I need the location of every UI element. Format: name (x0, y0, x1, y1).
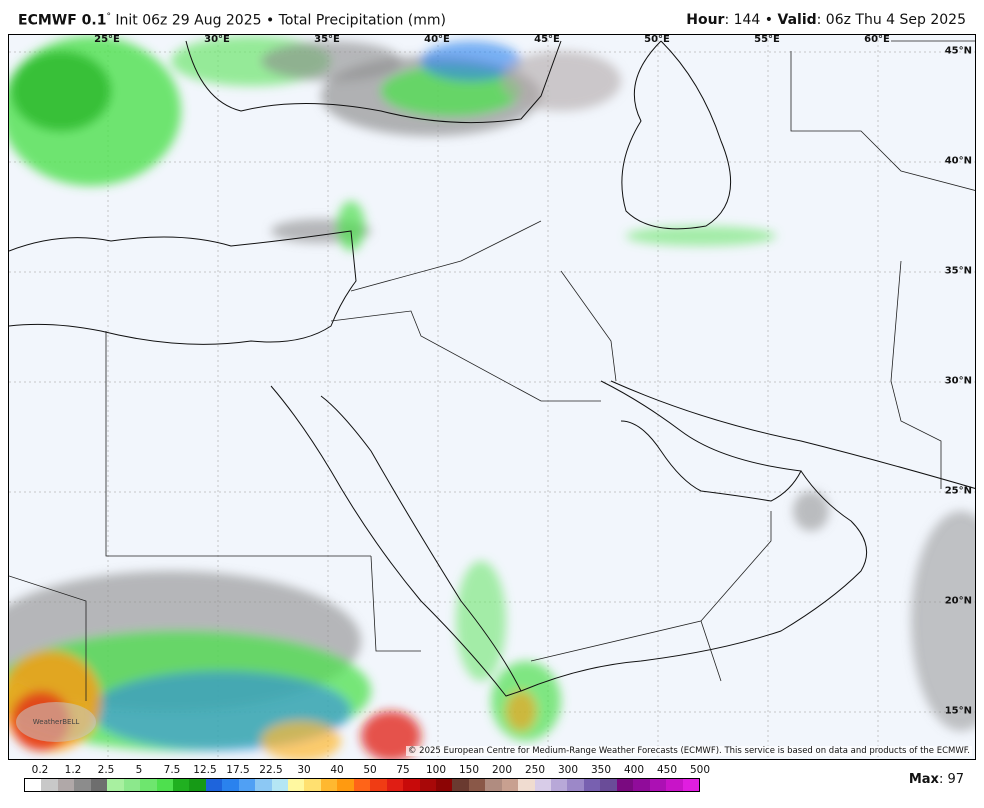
longitude-label: 60°E (864, 34, 890, 45)
colorbar-swatch (485, 779, 502, 791)
colorbar-swatch (90, 779, 108, 791)
colorbar-swatch (189, 779, 206, 791)
latitude-label: 45°N (944, 45, 972, 57)
colorbar-label: 250 (524, 764, 546, 776)
longitude-label: 45°E (534, 34, 560, 45)
colorbar-swatch (666, 779, 683, 791)
colorbar-label: 75 (396, 764, 410, 776)
colorbar-swatch (123, 779, 141, 791)
colorbar-label: 17.5 (226, 764, 250, 776)
colorbar-swatch (468, 779, 486, 791)
colorbar-swatch (435, 779, 453, 791)
colorbar-swatch (353, 779, 371, 791)
model-name: ECMWF 0.1 (18, 12, 107, 29)
colorbar-swatch (57, 779, 75, 791)
colorbar-label: 350 (590, 764, 612, 776)
init-text: Init 06z 29 Aug 2025 • Total Precipitati… (110, 12, 446, 29)
colorbar-label: 0.2 (31, 764, 49, 776)
colorbar-swatch (271, 779, 288, 791)
colorbar-swatch (534, 779, 551, 791)
longitude-label: 25°E (94, 34, 120, 45)
longitude-label: 50°E (644, 34, 670, 45)
latitude-label: 15°N (944, 705, 972, 717)
colorbar-swatch (518, 779, 535, 791)
map-canvas (9, 35, 975, 759)
max-label: Max (908, 772, 939, 787)
max-value: Max: 97 (909, 772, 964, 787)
hour-label: Hour (686, 12, 725, 28)
colorbar-swatch (501, 779, 519, 791)
colorbar-label: 40 (330, 764, 344, 776)
colorbar-label: 300 (557, 764, 579, 776)
weatherbell-logo: WeatherBELL (16, 702, 96, 742)
colorbar-swatch (649, 779, 667, 791)
valid-time: Hour: 144 • Valid: 06z Thu 4 Sep 2025 (686, 12, 966, 28)
map-title: ECMWF 0.1° Init 06z 29 Aug 2025 • Total … (18, 12, 446, 29)
colorbar-label: 5 (135, 764, 143, 776)
colorbar-swatch (156, 779, 173, 791)
hour-value: : 144 • (724, 12, 778, 28)
colorbar-swatch (403, 779, 420, 791)
colorbar-swatch (140, 779, 157, 791)
colorbar-label: 22.5 (259, 764, 283, 776)
valid-value: : 06z Thu 4 Sep 2025 (816, 12, 966, 28)
colorbar-swatch (419, 779, 436, 791)
colorbar-swatch (25, 779, 42, 791)
colorbar-swatch (682, 779, 699, 791)
longitude-label: 35°E (314, 34, 340, 45)
colorbar-swatch (205, 779, 223, 791)
copyright-notice: © 2025 European Centre for Medium-Range … (405, 746, 972, 756)
colorbar-swatch (255, 779, 272, 791)
colorbar-swatch (74, 779, 91, 791)
precipitation-colorbar (24, 778, 700, 792)
colorbar-label: 12.5 (193, 764, 217, 776)
colorbar-swatch (41, 779, 58, 791)
colorbar-swatch (107, 779, 124, 791)
colorbar-swatch (551, 779, 568, 791)
max-number: : 97 (938, 772, 964, 787)
colorbar-swatch (337, 779, 354, 791)
colorbar-swatch (288, 779, 305, 791)
colorbar-label: 50 (363, 764, 377, 776)
colorbar-label: 200 (491, 764, 513, 776)
colorbar-swatch (304, 779, 321, 791)
latitude-label: 20°N (944, 595, 972, 607)
country-borders (9, 40, 975, 701)
colorbar-swatch (600, 779, 617, 791)
latitude-label: 40°N (944, 155, 972, 167)
latitude-label: 30°N (944, 375, 972, 387)
longitude-label: 30°E (204, 34, 230, 45)
colorbar-swatch (567, 779, 584, 791)
longitude-label: 40°E (424, 34, 450, 45)
colorbar-label: 30 (297, 764, 311, 776)
colorbar-label: 1.2 (64, 764, 82, 776)
latitude-label: 25°N (944, 485, 972, 497)
colorbar-swatch (452, 779, 469, 791)
precipitation-map[interactable] (8, 34, 976, 760)
precip-field (9, 36, 975, 759)
colorbar-swatch (320, 779, 338, 791)
colorbar-swatch (616, 779, 634, 791)
colorbar-label: 100 (425, 764, 447, 776)
colorbar-label: 7.5 (163, 764, 181, 776)
longitude-label: 55°E (754, 34, 780, 45)
degree-symbol: ° (106, 12, 111, 22)
colorbar-label: 450 (656, 764, 678, 776)
colorbar-swatch (238, 779, 256, 791)
colorbar-swatch (386, 779, 404, 791)
colorbar-swatch (583, 779, 601, 791)
valid-label: Valid (777, 12, 817, 28)
coastlines (9, 40, 975, 697)
colorbar-swatch (222, 779, 239, 791)
colorbar-swatch (172, 779, 190, 791)
latitude-label: 35°N (944, 265, 972, 277)
colorbar-swatch (633, 779, 650, 791)
colorbar-label: 400 (623, 764, 645, 776)
colorbar-swatch (370, 779, 387, 791)
colorbar-label: 500 (689, 764, 711, 776)
colorbar-label: 150 (458, 764, 480, 776)
colorbar-label: 2.5 (97, 764, 115, 776)
